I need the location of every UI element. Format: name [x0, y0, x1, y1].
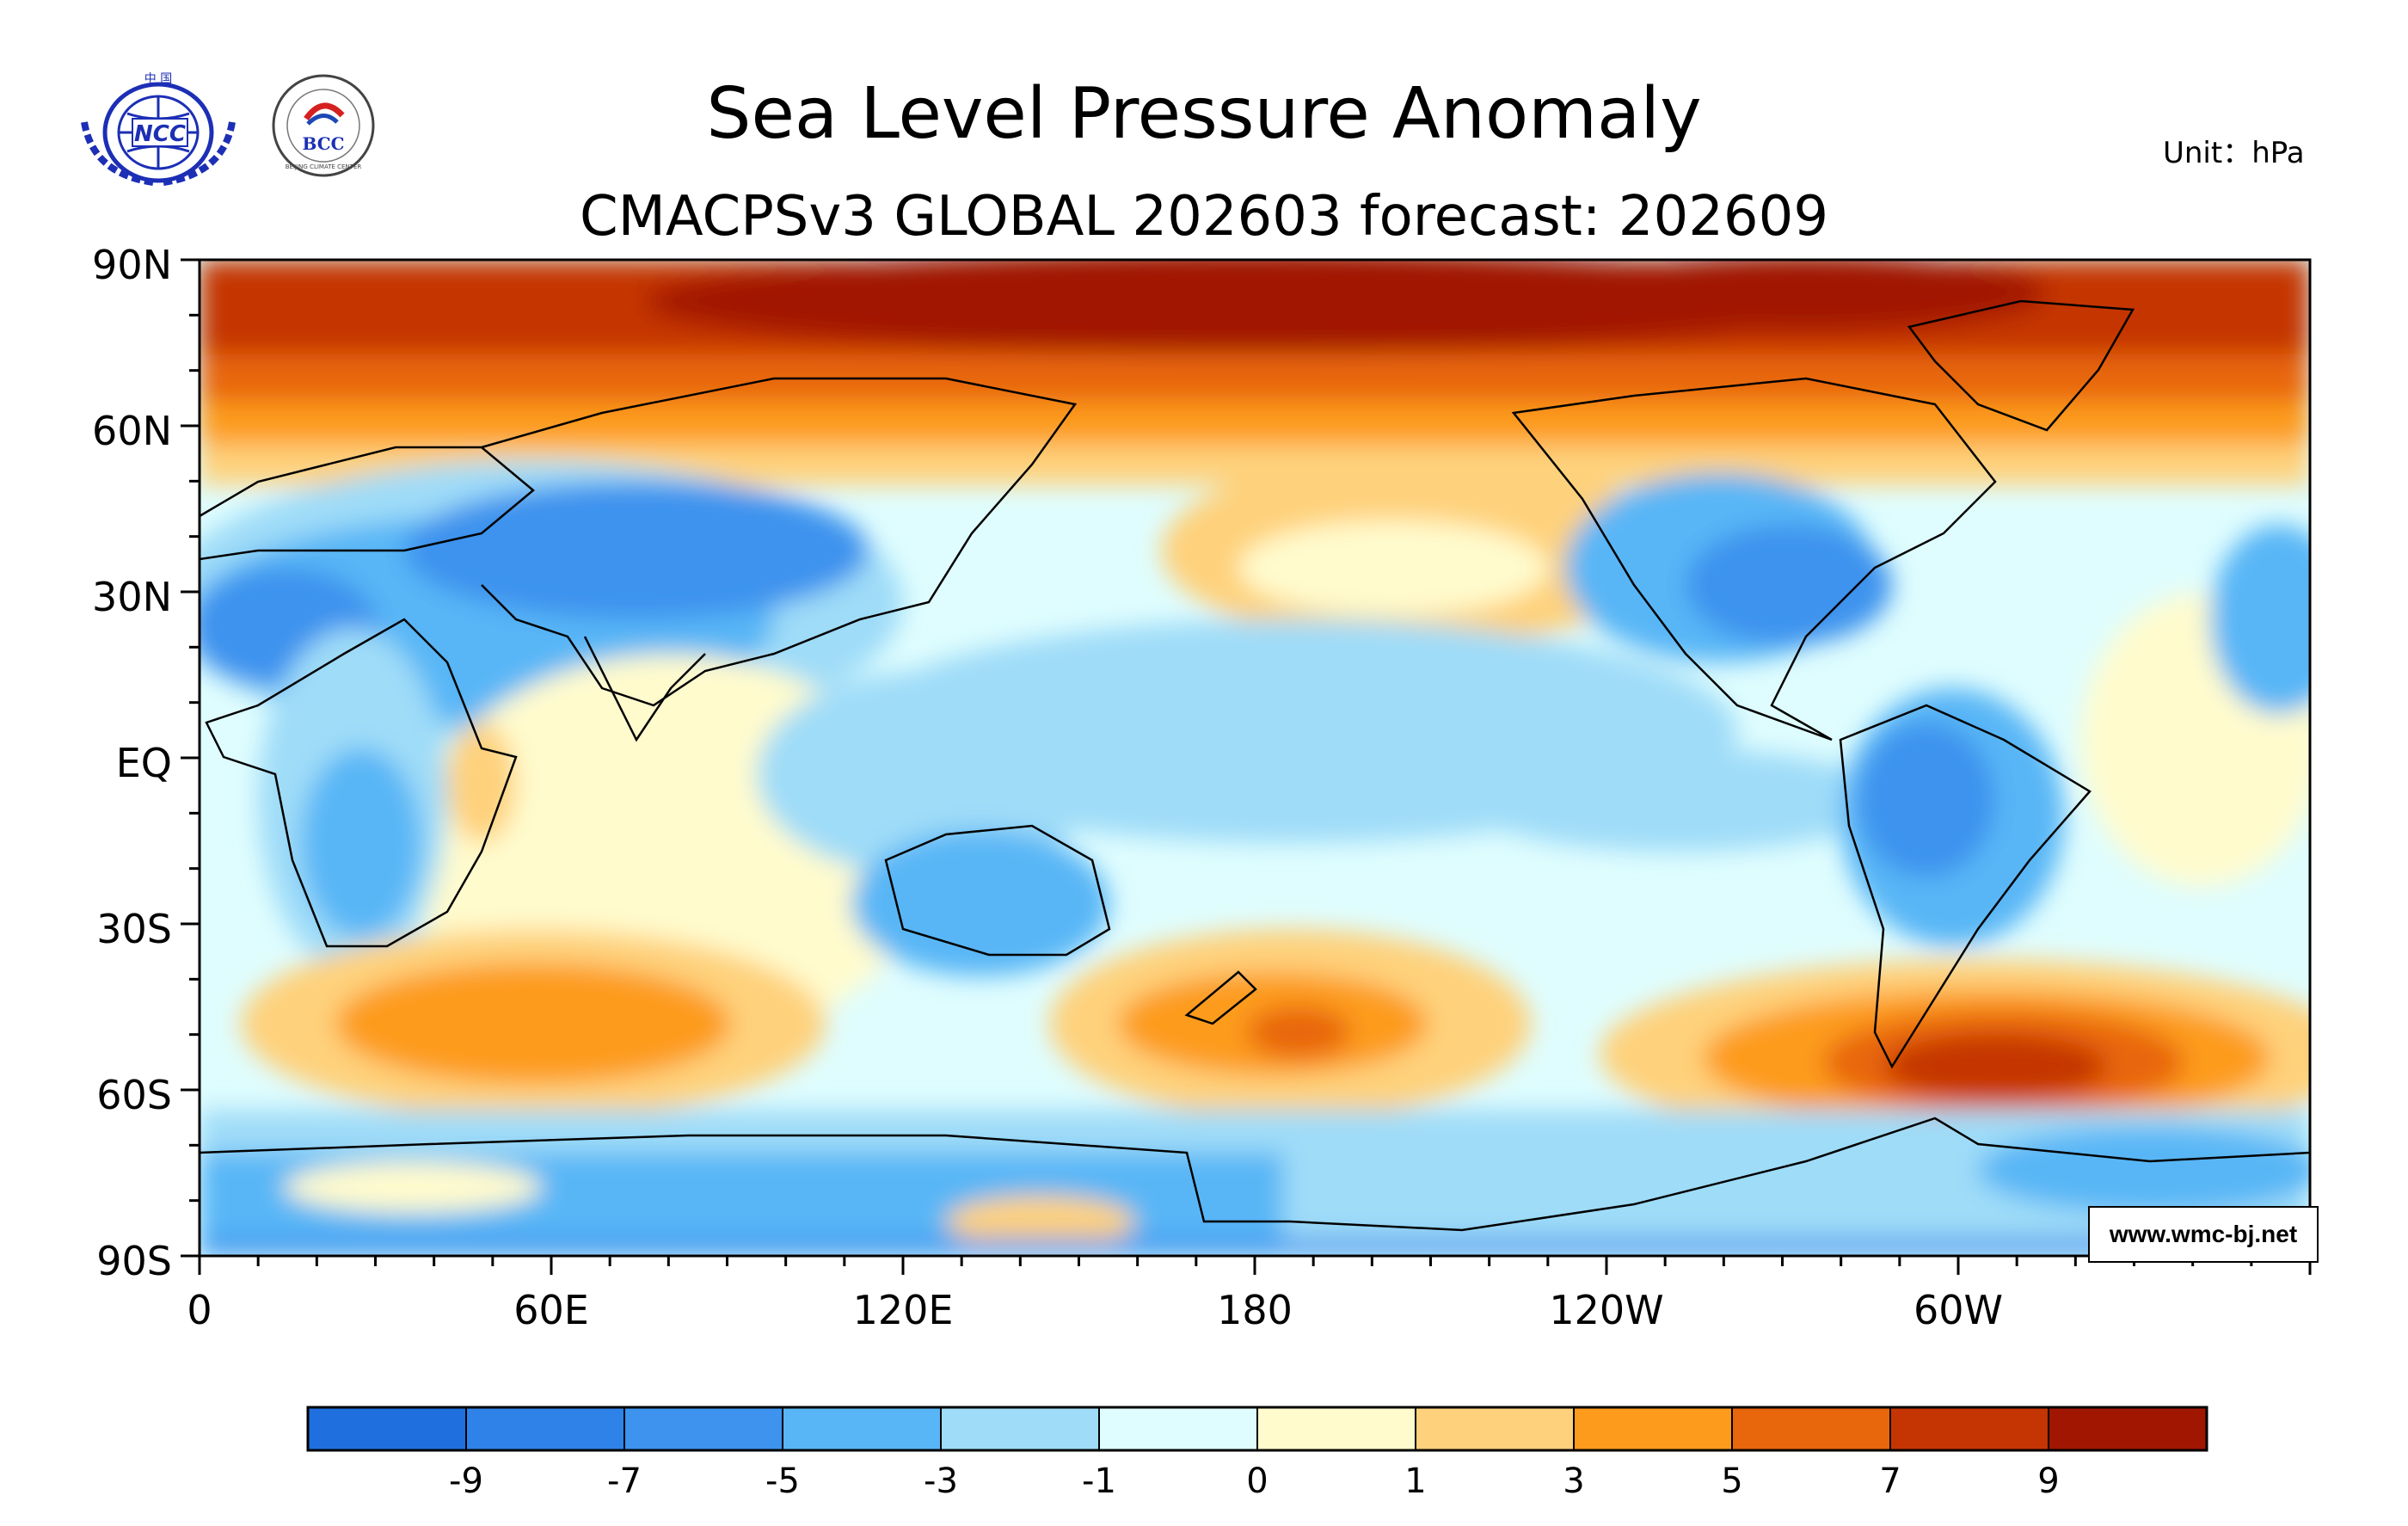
- colorbar-label: -1: [1082, 1461, 1116, 1501]
- colorbar-swatch: [1889, 1406, 2049, 1451]
- colorbar-swatch: [624, 1406, 783, 1451]
- antarctica-outline: [200, 1117, 2310, 1232]
- ncc-logo-top-text: 中 国: [144, 72, 172, 86]
- colorbar-label: 5: [1721, 1461, 1743, 1501]
- colorbar-frame: [306, 1406, 2208, 1452]
- north-america-outline: [1511, 377, 1997, 741]
- anomaly-field: [200, 260, 2310, 1256]
- asia-outline: [481, 377, 1078, 707]
- lat-label-90s: 90S: [96, 1238, 172, 1284]
- colorbar-swatch: [1098, 1406, 1258, 1451]
- colorbar-label: -5: [765, 1461, 800, 1501]
- axis-tick-marks: [181, 258, 2312, 1275]
- lat-label-30n: 30N: [92, 574, 172, 620]
- colorbar-swatch: [1731, 1406, 1891, 1451]
- lat-label-60n: 60N: [92, 408, 172, 454]
- colorbar-label: -9: [449, 1461, 483, 1501]
- lon-label-120e: 120E: [852, 1287, 954, 1333]
- colorbar-label: 1: [1404, 1461, 1427, 1501]
- colorbar-swatch: [1573, 1406, 1733, 1451]
- newzealand-outline: [1184, 970, 1257, 1025]
- lon-label-0: 0: [187, 1287, 212, 1333]
- figure-subtitle: CMACPSv3 GLOBAL 202603 forecast: 202609: [579, 185, 1829, 249]
- lat-label-60s: 60S: [96, 1072, 172, 1118]
- india-outline: [583, 636, 706, 742]
- ncc-emblem-icon: NCC 中 国: [81, 72, 236, 186]
- coastlines: [200, 299, 2310, 1232]
- colorbar: [306, 1406, 2208, 1452]
- lat-label-30s: 30S: [96, 906, 172, 952]
- lon-label-60w: 60W: [1913, 1287, 2004, 1333]
- colorbar-label: -3: [924, 1461, 958, 1501]
- australia-outline: [884, 824, 1111, 957]
- colorbar-label: 0: [1246, 1461, 1268, 1501]
- bcc-logo-ring-text: BEIJING CLIMATE CENTER: [286, 163, 362, 170]
- ncc-logo-text: NCC: [134, 121, 186, 147]
- europe-outline: [200, 446, 535, 561]
- bcc-logo-text: BCC: [302, 133, 344, 154]
- colorbar-swatch: [307, 1406, 467, 1451]
- africa-outline: [205, 618, 518, 948]
- greenland-outline: [1907, 299, 2135, 432]
- unit-label: Unit：hPa: [2163, 136, 2305, 170]
- lon-label-120w: 120W: [1549, 1287, 1664, 1333]
- colorbar-swatch: [940, 1406, 1100, 1451]
- colorbar-swatch: [782, 1406, 942, 1451]
- lon-label-180: 180: [1217, 1287, 1293, 1333]
- colorbar-swatch: [465, 1406, 625, 1451]
- colorbar-label: 9: [2037, 1461, 2060, 1501]
- colorbar-label: 3: [1563, 1461, 1585, 1501]
- credit-label: www.wmc-bj.net: [2088, 1206, 2319, 1263]
- ncc-logo: NCC 中 国: [67, 71, 249, 188]
- colorbar-swatch: [2048, 1406, 2208, 1451]
- bcc-logo: BCC BEIJING CLIMATE CENTER: [268, 71, 378, 181]
- colorbar-swatch: [1256, 1406, 1416, 1451]
- lat-label-eq: EQ: [115, 740, 172, 786]
- colorbar-swatch: [1415, 1406, 1575, 1451]
- lat-label-90n: 90N: [92, 242, 172, 288]
- figure-title: Sea Level Pressure Anomaly: [706, 73, 1702, 155]
- bcc-emblem-icon: BCC BEIJING CLIMATE CENTER: [272, 74, 375, 177]
- south-america-outline: [1839, 704, 2092, 1069]
- colorbar-label: -7: [607, 1461, 642, 1501]
- colorbar-label: 7: [1879, 1461, 1901, 1501]
- lon-label-60e: 60E: [513, 1287, 589, 1333]
